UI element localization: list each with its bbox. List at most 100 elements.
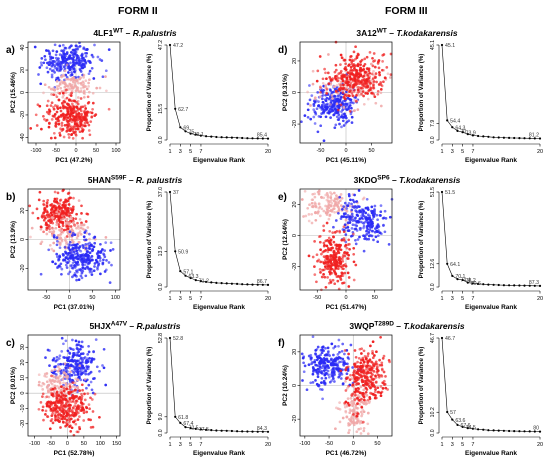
pca-point [72, 105, 76, 109]
scree-ytick-label: 37.0 [158, 187, 164, 197]
pca-point [72, 389, 75, 393]
pca-point [366, 97, 370, 101]
scree-point [241, 136, 244, 140]
pca-point [89, 267, 92, 271]
pca-xtick-label: -100 [30, 148, 41, 154]
pca-point [50, 69, 54, 73]
pca-point [78, 130, 82, 134]
pca-point [79, 97, 83, 100]
pca-point [41, 388, 45, 391]
pca-point [326, 71, 330, 75]
pca-point [79, 116, 83, 120]
pca-point [59, 60, 63, 64]
pca-point [73, 118, 77, 122]
pca-point [51, 216, 55, 220]
pca-point [71, 221, 75, 224]
pca-point [42, 61, 46, 65]
pca-point [70, 413, 74, 417]
pca-point [68, 377, 71, 381]
scree-point [210, 135, 213, 138]
pca-point [81, 66, 85, 70]
pca-point [341, 113, 344, 116]
pca-point [52, 375, 56, 379]
pca-point [65, 266, 69, 269]
pca-point [60, 218, 63, 222]
pca-point [58, 205, 61, 209]
pca-point [310, 94, 314, 97]
pca-point [67, 359, 70, 363]
pca-point [360, 93, 363, 96]
pca-point [361, 212, 365, 216]
pca-point [341, 257, 344, 261]
pca-point [363, 234, 367, 238]
pca-point [357, 382, 360, 386]
pca-point [376, 223, 380, 226]
pca-point [63, 245, 67, 249]
scree-point [446, 119, 449, 122]
pca-point [336, 108, 340, 112]
pca-point [75, 269, 78, 273]
pca-point [65, 63, 69, 67]
pca-point [347, 285, 351, 288]
pca-point [319, 260, 322, 264]
pca-point [329, 240, 332, 244]
pca-point [354, 57, 357, 61]
pca-point [339, 193, 343, 196]
scree-point [538, 284, 542, 287]
pca-point [326, 346, 330, 350]
pca-point [45, 49, 48, 52]
pca-point [337, 375, 341, 379]
scree-point [194, 133, 197, 136]
pca-point [361, 90, 365, 93]
pca-point [313, 110, 317, 114]
pca-point [366, 221, 370, 225]
pca-xtick-label: -100 [299, 441, 310, 447]
pca-point [77, 59, 81, 62]
pca-point [346, 226, 350, 229]
pca-point [336, 79, 339, 83]
pca-point [86, 95, 90, 99]
pca-point [345, 209, 349, 213]
pca-point [375, 213, 379, 217]
pca-point [68, 418, 71, 422]
scree-cumulative-label: 73.9 [466, 130, 476, 136]
pca-point [371, 217, 375, 221]
pca-point [320, 252, 323, 256]
pca-xtick-label: 0 [74, 148, 77, 154]
scree-point [230, 136, 233, 139]
pca-point [381, 357, 385, 360]
pca-point [351, 366, 354, 369]
panel-letter: b) [6, 192, 15, 203]
pca-point [328, 214, 332, 218]
pca-point [344, 65, 347, 69]
pca-point [73, 381, 77, 385]
pca-point [68, 380, 72, 383]
pca-point [39, 82, 43, 86]
pca-point [324, 99, 328, 103]
pca-point [65, 418, 69, 422]
pca-point [366, 225, 369, 228]
pca-point [55, 200, 58, 203]
scree-point [482, 283, 485, 286]
pca-point [347, 238, 351, 242]
pca-point [332, 104, 335, 108]
pca-point [30, 226, 34, 230]
pca-point [311, 198, 315, 202]
panel-title-superscript: WT [377, 28, 387, 35]
pca-point [76, 47, 79, 51]
pca-point [355, 414, 359, 418]
pca-point [82, 95, 86, 99]
scree-point [487, 135, 490, 138]
pca-point [92, 377, 95, 381]
pca-ytick-label: 0 [292, 234, 298, 237]
pca-point [325, 92, 329, 95]
pca-point [57, 78, 61, 82]
pca-point [80, 204, 83, 208]
pca-point [337, 247, 341, 251]
pca-point [332, 255, 335, 259]
pca-point [318, 268, 322, 271]
pca-point [90, 398, 94, 401]
scree-xtick-label: 5 [189, 149, 192, 155]
pca-point [352, 59, 355, 62]
